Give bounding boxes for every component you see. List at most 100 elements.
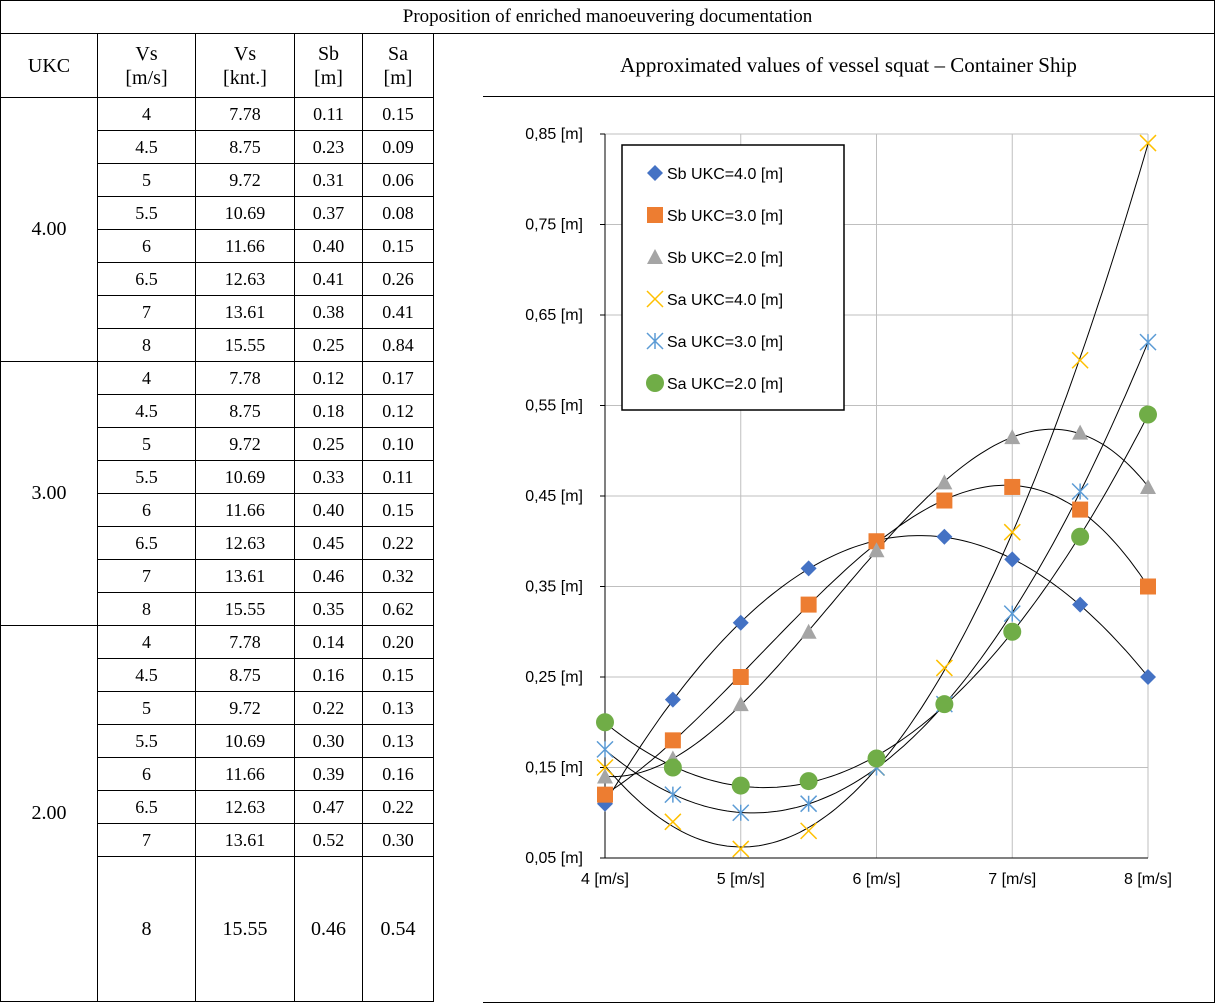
table-cell: 0.26 bbox=[362, 262, 434, 296]
table-cell: 10.69 bbox=[195, 196, 295, 230]
data-point bbox=[799, 772, 818, 791]
table-row: 7 13.61 0.52 0.30 bbox=[1, 823, 434, 857]
y-tick-label: 0,55 [m] bbox=[525, 398, 583, 415]
table-cell: 0.09 bbox=[362, 130, 434, 164]
table-cell: 0.17 bbox=[362, 361, 434, 395]
table-cell: 9.72 bbox=[195, 427, 295, 461]
table-row: 5 9.72 0.22 0.13 bbox=[1, 691, 434, 725]
data-point bbox=[1072, 424, 1089, 440]
table-cell: 5.5 bbox=[97, 460, 196, 494]
table-cell: 12.63 bbox=[195, 526, 295, 560]
table-cell: 0.23 bbox=[294, 130, 363, 164]
data-point bbox=[936, 528, 953, 545]
data-point bbox=[1072, 596, 1089, 613]
data-point bbox=[1071, 527, 1090, 546]
table-cell: 0.20 bbox=[362, 625, 434, 659]
data-point bbox=[800, 623, 817, 639]
column-header: UKC bbox=[0, 33, 98, 98]
data-point bbox=[597, 768, 613, 784]
table-row: 6 11.66 0.40 0.15 bbox=[1, 229, 434, 263]
table-cell: 7.78 bbox=[195, 97, 295, 131]
data-point bbox=[1140, 478, 1156, 494]
table-cell: 0.41 bbox=[362, 295, 434, 329]
data-point bbox=[935, 695, 954, 714]
column-header-unit: [m/s] bbox=[125, 66, 168, 89]
table-cell: 0.13 bbox=[362, 724, 434, 758]
data-point bbox=[868, 542, 885, 558]
table-row: 4.5 8.75 0.18 0.12 bbox=[1, 394, 434, 428]
y-tick-label: 0,75 [m] bbox=[525, 217, 583, 234]
x-tick-label: 7 [m/s] bbox=[988, 871, 1036, 888]
table-cell: 0.15 bbox=[362, 658, 434, 692]
legend-label: Sb UKC=3.0 [m] bbox=[667, 208, 783, 225]
legend-marker bbox=[647, 207, 663, 223]
table-cell: 6.5 bbox=[97, 790, 196, 824]
legend-marker bbox=[646, 290, 664, 308]
legend-label: Sa UKC=2.0 [m] bbox=[667, 376, 783, 393]
y-tick-label: 0,45 [m] bbox=[525, 488, 583, 505]
data-point bbox=[1139, 134, 1157, 152]
table-cell: 0.10 bbox=[362, 427, 434, 461]
column-header: Vs [m/s] bbox=[97, 33, 196, 98]
y-tick-label: 0,65 [m] bbox=[525, 307, 583, 324]
table-cell: 8 bbox=[97, 592, 196, 626]
data-point bbox=[664, 813, 682, 831]
table-row: 5 9.72 0.25 0.10 bbox=[1, 427, 434, 461]
data-point bbox=[1072, 501, 1089, 518]
table-row: 5.5 10.69 0.37 0.08 bbox=[1, 196, 434, 230]
legend-label: Sb UKC=4.0 [m] bbox=[667, 166, 783, 183]
table-cell: 0.54 bbox=[362, 856, 434, 1002]
ukc-cell: 3.00 bbox=[0, 361, 98, 626]
table-cell: 5 bbox=[97, 427, 196, 461]
legend-label: Sb UKC=2.0 [m] bbox=[667, 250, 783, 267]
legend-marker bbox=[647, 165, 663, 181]
table-cell: 12.63 bbox=[195, 790, 295, 824]
table-cell: 0.12 bbox=[294, 361, 363, 395]
table-cell: 0.22 bbox=[362, 526, 434, 560]
data-point bbox=[732, 614, 749, 631]
table-cell: 8.75 bbox=[195, 658, 295, 692]
table-row: 5 9.72 0.31 0.06 bbox=[1, 163, 434, 197]
table-cell: 15.55 bbox=[195, 856, 295, 1002]
column-header-unit: [m] bbox=[383, 66, 413, 89]
table-cell: 0.62 bbox=[362, 592, 434, 626]
table-cell: 5 bbox=[97, 163, 196, 197]
x-tick-label: 6 [m/s] bbox=[852, 871, 900, 888]
table-cell: 0.52 bbox=[294, 823, 363, 857]
column-header-top: Sb bbox=[317, 42, 340, 65]
table-cell: 0.47 bbox=[294, 790, 363, 824]
legend-label: Sa UKC=4.0 [m] bbox=[667, 292, 783, 309]
table-cell: 0.06 bbox=[362, 163, 434, 197]
table-cell: 0.46 bbox=[294, 559, 363, 593]
ukc-cell: 2.00 bbox=[0, 625, 98, 1002]
data-point bbox=[664, 732, 681, 749]
table-cell: 0.16 bbox=[362, 757, 434, 791]
data-point bbox=[800, 560, 817, 577]
data-point bbox=[664, 691, 681, 708]
y-tick-label: 0,15 [m] bbox=[525, 760, 583, 777]
y-tick-label: 0,85 [m] bbox=[525, 126, 583, 143]
table-cell: 0.25 bbox=[294, 427, 363, 461]
table-header-row: UKC Vs [m/s] Vs [knt.] Sb [m] Sa [m] bbox=[0, 33, 434, 98]
y-tick-label: 0,05 [m] bbox=[525, 850, 583, 867]
data-point bbox=[663, 758, 682, 777]
table-cell: 0.12 bbox=[362, 394, 434, 428]
table-cell: 0.35 bbox=[294, 592, 363, 626]
table-cell: 5 bbox=[97, 691, 196, 725]
data-point bbox=[1004, 478, 1021, 495]
column-header: Sa [m] bbox=[362, 33, 434, 98]
table-cell: 5.5 bbox=[97, 724, 196, 758]
data-point bbox=[936, 492, 953, 509]
column-header-unit: [knt.] bbox=[223, 66, 267, 89]
legend-marker bbox=[646, 332, 664, 350]
data-point bbox=[800, 795, 818, 813]
table-cell: 0.11 bbox=[294, 97, 363, 131]
table-row: 5.5 10.69 0.30 0.13 bbox=[1, 724, 434, 758]
table-cell: 0.30 bbox=[362, 823, 434, 857]
table-cell: 8.75 bbox=[195, 130, 295, 164]
data-point bbox=[596, 713, 614, 732]
data-point bbox=[1071, 351, 1089, 369]
table-row: 6.5 12.63 0.41 0.26 bbox=[1, 262, 434, 296]
table-cell: 11.66 bbox=[195, 229, 295, 263]
